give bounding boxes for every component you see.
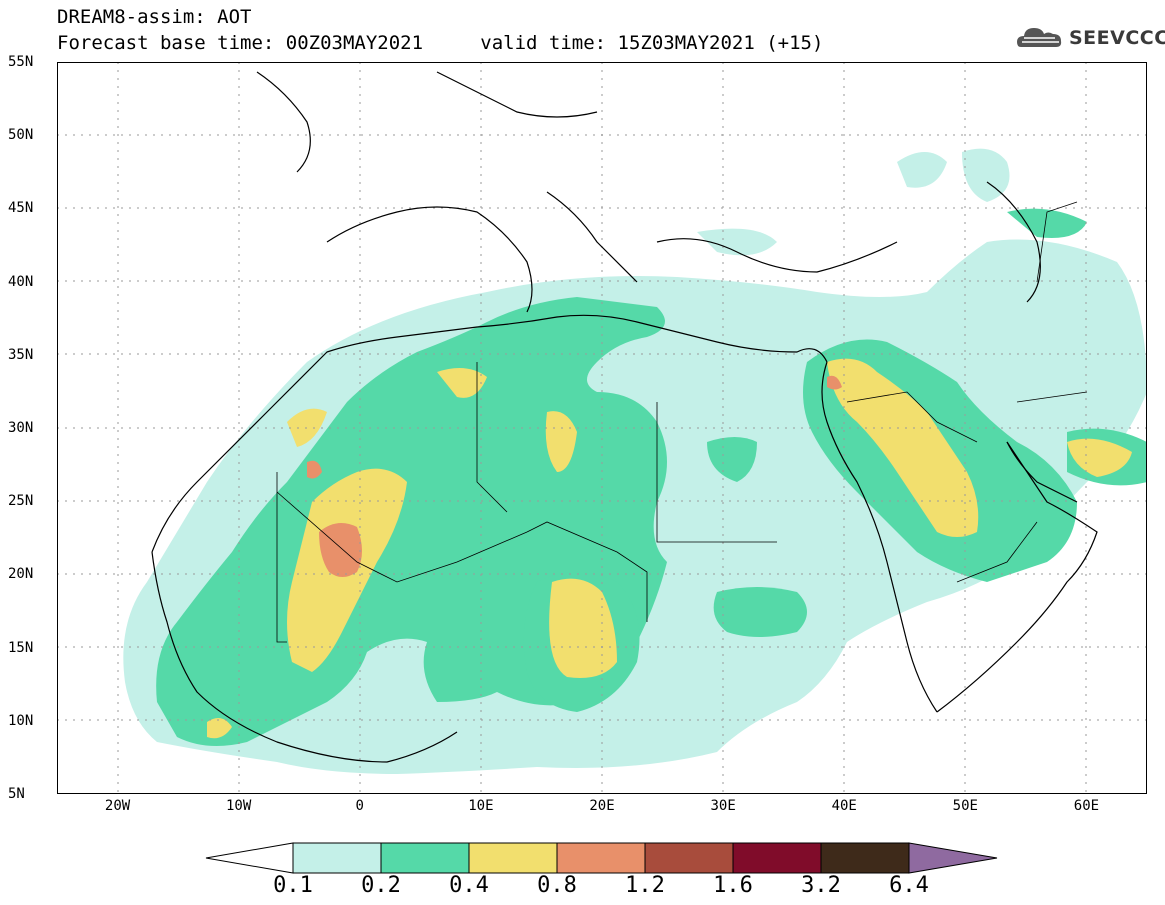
lon-tick-label: 30E — [710, 798, 736, 814]
lat-tick-label: 55N — [8, 54, 34, 70]
colorbar-label: 0.1 — [273, 873, 313, 898]
lat-tick-label: 35N — [8, 346, 34, 363]
map-frame — [57, 62, 1147, 794]
colorbar-label: 6.4 — [889, 873, 929, 898]
colorbar-label: 1.6 — [713, 873, 753, 898]
cloud-icon — [1017, 28, 1062, 47]
colorbar — [205, 842, 998, 874]
colorbar-label: 0.4 — [449, 873, 489, 898]
colorbar-swatch — [292, 842, 382, 874]
lon-tick-label: 40E — [831, 798, 857, 814]
colorbar-swatch — [556, 842, 646, 874]
lat-tick-label: 40N — [8, 273, 34, 290]
lat-tick-label: 25N — [8, 493, 34, 510]
logo-text: SEEVCCC — [1069, 27, 1165, 49]
seevccc-logo: SEEVCCC — [1015, 23, 1165, 53]
map-title: DREAM8-assim: AOT — [57, 6, 252, 28]
colorbar-swatch — [732, 842, 822, 874]
aot-map — [57, 62, 1147, 794]
coastlines — [151, 71, 1098, 763]
colorbar-swatch — [644, 842, 734, 874]
colorbar-swatch — [468, 842, 558, 874]
lat-tick-label: 20N — [8, 566, 34, 583]
lon-tick-label: 20E — [589, 798, 615, 814]
map-svg — [57, 62, 1147, 794]
lon-tick-label: 0 — [355, 798, 364, 814]
lon-tick-label: 10E — [468, 798, 494, 814]
lat-tick-label: 50N — [8, 127, 34, 144]
lat-tick-label: 10N — [8, 712, 34, 729]
lon-tick-label: 10W — [226, 798, 252, 814]
valid-time-label: valid time: 15Z03MAY2021 (+15) — [480, 32, 824, 54]
colorbar-low-triangle — [205, 842, 294, 874]
lon-tick-label: 60E — [1073, 798, 1100, 814]
base-time-label: Forecast base time: 00Z03MAY2021 — [57, 32, 424, 54]
lon-tick-label: 20W — [104, 798, 131, 814]
borders — [276, 201, 1088, 643]
colorbar-swatch — [820, 842, 910, 874]
colorbar-label: 1.2 — [625, 873, 665, 898]
colorbar-label: 3.2 — [801, 873, 841, 898]
lat-tick-label: 15N — [8, 639, 34, 656]
gridlines — [57, 62, 1147, 794]
colorbar-label: 0.2 — [361, 873, 401, 898]
aot-band-0.8 — [307, 375, 842, 577]
colorbar-high-triangle — [908, 842, 998, 874]
lat-tick-label: 30N — [8, 420, 34, 436]
forecast-time-line: Forecast base time: 00Z03MAY2021 valid t… — [57, 33, 823, 53]
colorbar-label: 0.8 — [537, 873, 577, 898]
lon-tick-label: 50E — [952, 798, 978, 814]
lat-tick-label: 5N — [8, 786, 25, 802]
lat-tick-label: 45N — [8, 200, 34, 217]
colorbar-swatch — [380, 842, 470, 874]
